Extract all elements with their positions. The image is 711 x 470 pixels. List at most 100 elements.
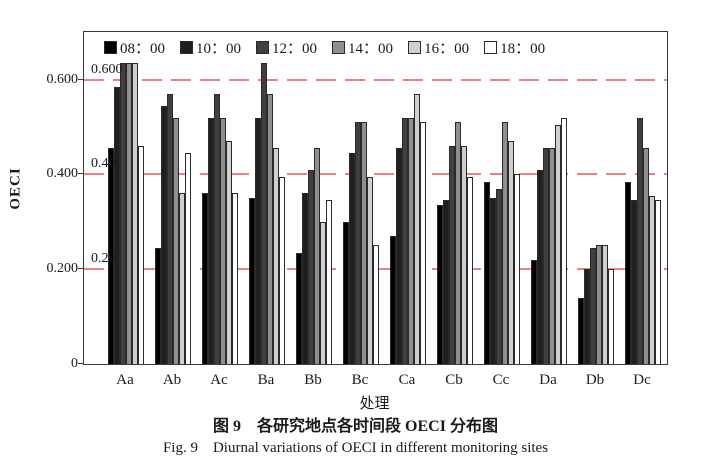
bar-Cb-1000 <box>443 200 449 364</box>
bar-Db-1000 <box>584 269 590 364</box>
bar-Db-0800 <box>578 298 584 364</box>
bar-group-Db <box>578 32 614 364</box>
bar-Bb-1000 <box>302 193 308 364</box>
reference-line-inner-label: 0.40 <box>91 156 116 172</box>
legend-label: 10：00 <box>196 41 242 57</box>
legend-label: 08：00 <box>120 41 166 57</box>
bar-Aa-1200 <box>120 63 126 364</box>
bar-Ca-1600 <box>414 94 420 364</box>
bar-Da-0800 <box>531 260 537 364</box>
bar-Ac-1800 <box>232 193 238 364</box>
bar-Dc-1600 <box>649 196 655 364</box>
bar-Ca-1800 <box>420 122 426 364</box>
legend-item-1600: 16：00 <box>408 37 469 58</box>
bar-Aa-1600 <box>132 63 138 364</box>
reference-line <box>84 78 667 81</box>
bar-Aa-1000 <box>114 87 120 364</box>
x-tick-label-Bc: Bc <box>351 372 369 388</box>
bar-Cb-1200 <box>449 146 455 364</box>
bar-Cc-0800 <box>484 182 490 364</box>
y-tick-mark <box>78 268 83 270</box>
bar-Dc-1800 <box>655 200 661 364</box>
bar-Ba-0800 <box>249 198 255 364</box>
bar-Ba-1200 <box>261 63 267 364</box>
y-tick-mark <box>78 363 83 364</box>
y-tick-label: 0.200 <box>46 261 79 277</box>
legend-label: 12：00 <box>272 41 318 57</box>
bar-Ac-1200 <box>214 94 220 364</box>
bar-Ba-1800 <box>279 177 285 364</box>
bar-Ab-1600 <box>179 193 185 364</box>
bar-Ac-1600 <box>226 141 232 364</box>
x-tick-label-Cb: Cb <box>445 372 463 388</box>
bar-group-Ab <box>155 32 191 364</box>
bar-group-Ac <box>202 32 238 364</box>
bar-Dc-1400 <box>643 148 649 364</box>
bar-Ab-0800 <box>155 248 161 364</box>
legend-swatch-icon <box>256 41 270 54</box>
legend-label: 14：00 <box>348 41 394 57</box>
bar-Da-1400 <box>549 148 555 364</box>
x-tick-label-Ca: Ca <box>398 372 416 388</box>
bar-Db-1800 <box>608 269 614 364</box>
bar-Ab-1000 <box>161 106 167 364</box>
x-tick-label-Aa: Aa <box>116 372 134 388</box>
bar-Ac-1400 <box>220 118 226 364</box>
bar-Ba-1000 <box>255 118 261 364</box>
y-tick-label: 0 <box>71 356 78 371</box>
bar-Db-1200 <box>590 248 596 364</box>
bar-Dc-1200 <box>637 118 643 364</box>
bar-group-Ca <box>390 32 426 364</box>
bar-Da-1800 <box>561 118 567 364</box>
bar-Aa-1800 <box>138 146 144 364</box>
bar-Bc-1400 <box>361 122 367 364</box>
bar-Da-1200 <box>543 148 549 364</box>
x-tick-label-Dc: Dc <box>633 372 651 388</box>
x-tick-label-Db: Db <box>585 372 605 388</box>
x-tick-label-Ab: Ab <box>162 372 182 388</box>
bar-Cc-1600 <box>508 141 514 364</box>
bar-group-Cc <box>484 32 520 364</box>
bar-Dc-0800 <box>625 182 631 364</box>
legend-label: 18：00 <box>500 41 546 57</box>
legend-swatch-icon <box>180 41 194 54</box>
bar-group-Cb <box>437 32 473 364</box>
bar-Ab-1200 <box>167 94 173 364</box>
bar-Ca-1400 <box>408 118 414 364</box>
bar-Cc-1200 <box>496 189 502 364</box>
bar-group-Bc <box>343 32 379 364</box>
legend-label: 16：00 <box>424 41 470 57</box>
caption-chinese: 图 9 各研究地点各时间段 OECI 分布图 <box>213 418 498 435</box>
x-tick-label-Da: Da <box>539 372 557 388</box>
legend-swatch-icon <box>104 41 117 54</box>
x-tick-label-Ba: Ba <box>257 372 275 388</box>
bar-Bb-1400 <box>314 148 320 364</box>
bar-Dc-1000 <box>631 200 637 364</box>
bar-Ab-1800 <box>185 153 191 364</box>
bar-Ca-1000 <box>396 148 402 364</box>
bar-Ba-1400 <box>267 94 273 364</box>
bar-group-Bb <box>296 32 332 364</box>
legend-swatch-icon <box>332 41 346 54</box>
legend-item-0800: 08：00 <box>104 37 165 58</box>
legend-item-1800: 18：00 <box>484 37 545 58</box>
legend: 08：00 10：00 12：00 14：00 16：00 18：00 <box>104 37 545 58</box>
y-tick-label: 0.600 <box>46 71 79 87</box>
legend-item-1400: 14：00 <box>332 37 393 58</box>
bar-Cb-1800 <box>467 177 473 364</box>
bar-Cc-1800 <box>514 174 520 364</box>
reference-line-inner-label: 0.20 <box>91 251 116 267</box>
reference-line-inner-label: 0.600 <box>91 61 123 77</box>
bar-Db-1600 <box>602 245 608 364</box>
bar-Bc-0800 <box>343 222 349 364</box>
bar-Bc-1000 <box>349 153 355 364</box>
bar-group-Aa <box>108 32 144 364</box>
x-axis-title: 处理 <box>359 396 390 412</box>
legend-swatch-icon <box>408 41 422 54</box>
bar-Bb-0800 <box>296 253 302 364</box>
bar-Db-1400 <box>596 245 602 364</box>
bar-Ca-1200 <box>402 118 408 364</box>
caption-english: Fig. 9 Diurnal variations of OECI in dif… <box>162 440 549 456</box>
bar-Ac-0800 <box>202 193 208 364</box>
